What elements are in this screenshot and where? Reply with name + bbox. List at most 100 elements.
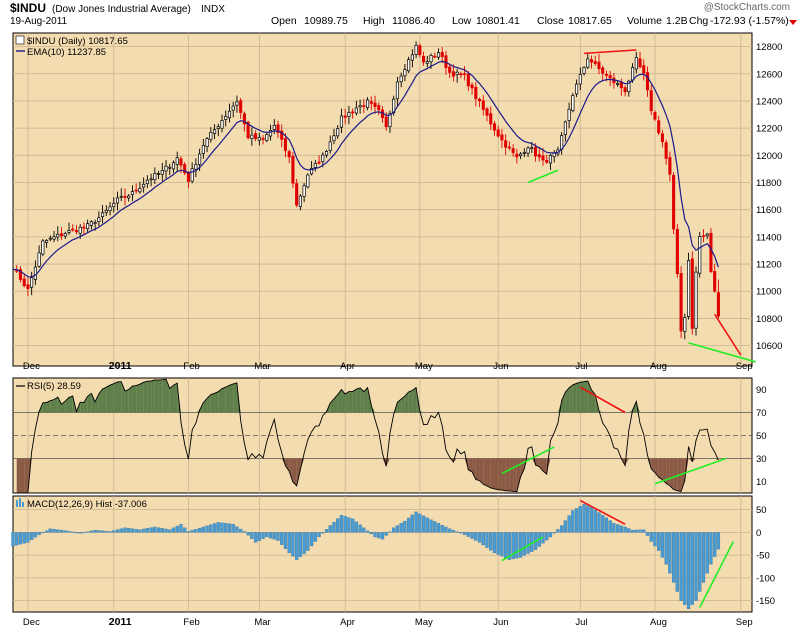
rsi-overbought-fill — [628, 410, 633, 413]
candle-body — [93, 222, 97, 224]
rsi-overbought-fill — [218, 388, 223, 413]
macd-hist-bar — [156, 527, 161, 533]
candle-body — [515, 153, 519, 158]
rsi-oversold-fill — [479, 458, 484, 485]
macd-hist-bar — [201, 526, 205, 533]
close-label: Close — [537, 15, 564, 27]
candle-body — [227, 110, 232, 119]
macd-hist-bar — [709, 532, 713, 565]
candle-body — [41, 240, 45, 255]
macd-hist-bar — [444, 526, 448, 533]
macd-hist-bar — [171, 527, 176, 533]
macd-hist-bar — [358, 524, 362, 533]
rsi-overbought-fill — [113, 381, 118, 413]
x-tick-label-price: Jun — [493, 361, 508, 372]
macd-hist-bar — [321, 532, 325, 534]
macd-hist-bar — [343, 516, 347, 533]
candle-body — [500, 134, 504, 141]
macd-y-tick-label: 0 — [756, 528, 761, 539]
macd-hist-bar — [425, 517, 429, 533]
rsi-overbought-fill — [401, 396, 405, 413]
candle-body — [384, 116, 388, 128]
macd-hist-bar — [78, 532, 82, 534]
rsi-oversold-fill — [483, 458, 488, 487]
candle-body — [395, 81, 399, 100]
rsi-overbought-fill — [173, 383, 178, 413]
macd-hist-bar — [615, 524, 620, 533]
macd-hist-bar — [309, 532, 314, 547]
macd-hist-bar — [504, 532, 508, 559]
macd-hist-bar — [30, 532, 34, 540]
rsi-oversold-fill — [487, 458, 491, 488]
candle-body — [616, 83, 620, 85]
candle-body — [216, 126, 220, 129]
candle-body — [33, 266, 37, 280]
candle-body — [254, 133, 258, 139]
y-tick-label: 12800 — [756, 42, 782, 53]
candle-body — [123, 195, 127, 198]
macd-hist-bar — [265, 532, 269, 538]
x-tick-label-bottom: 2011 — [109, 616, 132, 628]
macd-hist-bar — [362, 527, 366, 533]
candle-body — [589, 59, 594, 63]
candle-body — [324, 151, 329, 156]
x-tick-label-price: Feb — [183, 361, 199, 372]
candle-body — [265, 134, 269, 141]
macd-hist-bar — [48, 528, 52, 533]
candle-body — [153, 172, 157, 180]
macd-hist-bar — [82, 532, 86, 534]
macd-hist-bar — [74, 532, 79, 534]
rsi-overbought-fill — [169, 385, 174, 413]
candle-body — [470, 84, 474, 89]
macd-hist-bar — [41, 532, 45, 534]
macd-hist-bar — [89, 530, 94, 533]
candle-body — [672, 174, 676, 230]
candle-body — [690, 258, 694, 329]
macd-hist-bar — [660, 532, 665, 558]
candle-body — [701, 235, 706, 237]
macd-trendline-red — [579, 499, 626, 525]
rsi-overbought-fill — [158, 379, 163, 413]
candle-body — [101, 212, 105, 217]
rsi-oversold-fill — [654, 458, 659, 478]
rsi-oversold-fill — [494, 458, 499, 490]
macd-hist-bar — [377, 532, 381, 539]
macd-hist-bar — [630, 529, 635, 533]
ema-line — [12, 60, 719, 278]
macd-hist-bar — [545, 532, 549, 541]
open-label: Open — [271, 15, 297, 27]
macd-hist-bar — [71, 531, 75, 533]
macd-hist-bar — [350, 518, 355, 533]
rsi-overbought-fill — [91, 393, 96, 413]
candle-body — [268, 129, 273, 137]
candle-body — [108, 206, 112, 212]
x-tick-label-bottom: Feb — [183, 617, 199, 628]
rsi-trendline-green — [501, 446, 555, 475]
y-tick-label: 10800 — [756, 314, 782, 325]
candle-body — [407, 59, 411, 72]
rsi-overbought-fill — [561, 392, 566, 413]
macd-hist-bar — [239, 528, 243, 533]
macd-hist-bar — [336, 518, 340, 533]
macd-hist-bar — [619, 525, 624, 533]
candle-body — [716, 292, 720, 317]
x-tick-label-bottom: Aug — [650, 617, 667, 628]
candle-body — [545, 159, 549, 163]
candle-body — [56, 233, 60, 238]
price-candles — [15, 41, 720, 340]
candle-body — [414, 44, 418, 55]
x-tick-label-price: Aug — [650, 361, 667, 372]
macd-legend-swatch — [22, 502, 24, 507]
rsi-oversold-fill — [498, 458, 502, 491]
candle-body — [687, 260, 691, 317]
macd-y-tick-label: 50 — [756, 505, 767, 516]
rsi-oversold-fill — [184, 458, 189, 460]
candle-body — [354, 107, 358, 114]
macd-hist-bar — [601, 514, 605, 533]
candle-body — [328, 141, 332, 151]
candle-body — [250, 134, 254, 139]
macd-hist-bar — [567, 515, 571, 533]
candle-body — [194, 164, 198, 170]
rsi-oversold-fill — [666, 458, 670, 486]
macd-hist-bar — [212, 523, 217, 533]
